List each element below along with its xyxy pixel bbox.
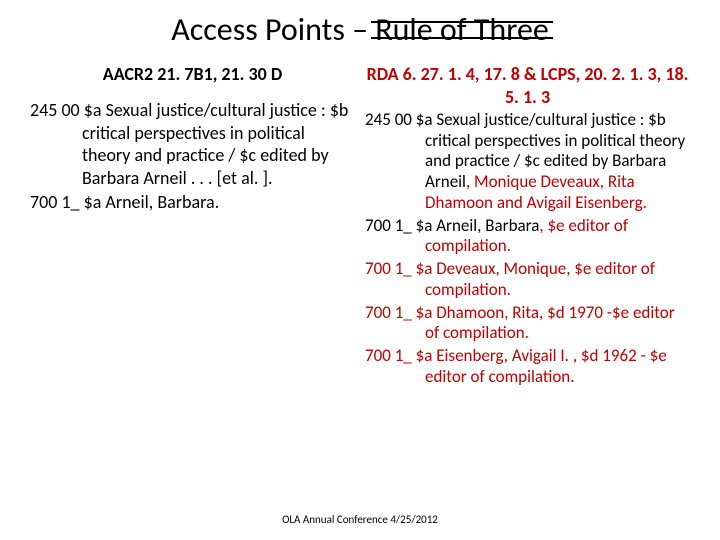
columns: AACR2 21. 7B1, 21. 30 D 245 00 $a Sexual… — [30, 57, 690, 390]
title-prefix: Access Points – — [171, 10, 375, 49]
left-entries: 245 00 $a Sexual justice/cultural justic… — [30, 99, 355, 214]
marc-entry: 700 1_ $a Dhamoon, Rita, $d 1970 -$e edi… — [365, 303, 690, 344]
marc-entry: 700 1_ $a Arneil, Barbara. — [30, 191, 355, 214]
right-column: RDA 6. 27. 1. 4, 17. 8 & LCPS, 20. 2. 1.… — [365, 57, 690, 390]
left-heading: AACR2 21. 7B1, 21. 30 D — [30, 63, 355, 85]
rda-added-text: 700 1_ $a Deveaux, Monique, $e editor of… — [365, 258, 655, 300]
marc-entry: 245 00 $a Sexual justice/cultural justic… — [365, 110, 690, 214]
rda-added-text: 700 1_ $a Dhamoon, Rita, $d 1970 -$e edi… — [365, 302, 675, 344]
rda-added-text: 700 1_ $a Eisenberg, Avigail I. , $d 196… — [365, 345, 667, 387]
marc-entry: 700 1_ $a Eisenberg, Avigail I. , $d 196… — [365, 346, 690, 387]
strike-line-top — [371, 21, 553, 23]
strike-line-bottom — [371, 37, 553, 39]
right-entries: 245 00 $a Sexual justice/cultural justic… — [365, 110, 690, 388]
slide-title: Access Points – Rule of Three — [171, 10, 549, 49]
title-row: Access Points – Rule of Three — [30, 10, 690, 49]
title-struck: Rule of Three — [375, 10, 549, 49]
footer-text: OLA Annual Conference 4/25/2012 — [0, 513, 720, 526]
marc-entry: 700 1_ $a Deveaux, Monique, $e editor of… — [365, 259, 690, 300]
title-struck-text: Rule of Three — [375, 10, 549, 49]
left-column: AACR2 21. 7B1, 21. 30 D 245 00 $a Sexual… — [30, 57, 355, 390]
slide: Access Points – Rule of Three AACR2 21. … — [0, 0, 720, 540]
marc-entry: 245 00 $a Sexual justice/cultural justic… — [30, 99, 355, 189]
marc-entry: 700 1_ $a Arneil, Barbara, $e editor of … — [365, 216, 690, 257]
base-text: 700 1_ $a Arneil, Barbara — [365, 215, 539, 236]
right-heading: RDA 6. 27. 1. 4, 17. 8 & LCPS, 20. 2. 1.… — [365, 63, 690, 108]
